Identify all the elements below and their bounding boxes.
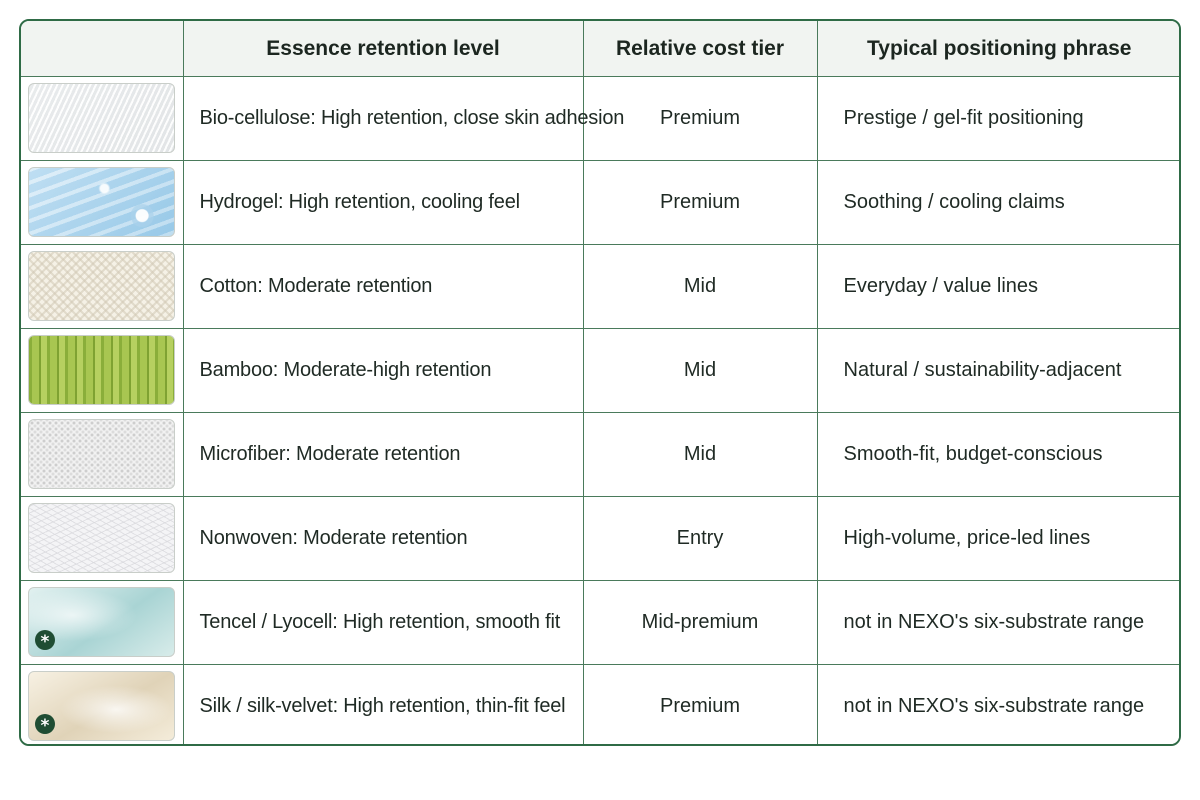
- phrase-cell: Natural / sustainability-adjacent: [816, 328, 1179, 413]
- cost-cell: Premium: [582, 160, 818, 245]
- table-row: Hydrogel: High retention, cooling feel P…: [21, 160, 1179, 245]
- microfiber-swatch: [28, 419, 175, 489]
- retention-cell: Tencel / Lyocell: High retention, smooth…: [182, 580, 584, 665]
- cost-cell: Mid-premium: [582, 580, 818, 665]
- asterisk-badge-icon: *: [35, 630, 55, 652]
- table-row: * Tencel / Lyocell: High retention, smoo…: [21, 580, 1179, 665]
- cost-cell: Mid: [582, 328, 818, 413]
- header-retention-column: Essence retention level: [182, 21, 584, 77]
- swatch-cell: [21, 496, 184, 581]
- retention-cell: Nonwoven: Moderate retention: [182, 496, 584, 581]
- swatch-cell: *: [21, 580, 184, 665]
- silk-swatch: *: [28, 671, 175, 741]
- retention-cell: Cotton: Moderate retention: [182, 244, 584, 329]
- hydrogel-swatch: [28, 167, 175, 237]
- retention-cell: Bio-cellulose: High retention, close ski…: [182, 76, 624, 161]
- phrase-cell: Prestige / gel-fit positioning: [816, 76, 1179, 161]
- cost-cell: Premium: [582, 664, 818, 744]
- table-row: Bio-cellulose: High retention, close ski…: [21, 76, 1179, 161]
- header-phrase-column: Typical positioning phrase: [816, 21, 1179, 77]
- cost-cell: Entry: [582, 496, 818, 581]
- table-row: Nonwoven: Moderate retention Entry High-…: [21, 496, 1179, 581]
- retention-cell: Hydrogel: High retention, cooling feel: [182, 160, 584, 245]
- swatch-cell: *: [21, 664, 184, 744]
- phrase-cell: Soothing / cooling claims: [816, 160, 1179, 245]
- table-row: * Silk / silk-velvet: High retention, th…: [21, 664, 1179, 744]
- retention-cell: Bamboo: Moderate-high retention: [182, 328, 584, 413]
- phrase-cell: High-volume, price-led lines: [816, 496, 1179, 581]
- header-row: Essence retention level Relative cost ti…: [21, 21, 1179, 77]
- cost-cell: Mid: [582, 412, 818, 497]
- table-row: Microfiber: Moderate retention Mid Smoot…: [21, 412, 1179, 497]
- swatch-cell: [21, 412, 184, 497]
- swatch-cell: [21, 244, 184, 329]
- asterisk-badge-icon: *: [35, 714, 55, 736]
- swatch-cell: [21, 328, 184, 413]
- cost-cell: Premium: [582, 76, 818, 161]
- nonwoven-swatch: [28, 503, 175, 573]
- phrase-cell: not in NEXO's six-substrate range: [816, 580, 1179, 665]
- table-row: Bamboo: Moderate-high retention Mid Natu…: [21, 328, 1179, 413]
- phrase-cell: Everyday / value lines: [816, 244, 1179, 329]
- phrase-cell: Smooth-fit, budget-conscious: [816, 412, 1179, 497]
- phrase-cell: not in NEXO's six-substrate range: [816, 664, 1179, 744]
- bio-cellulose-swatch: [28, 83, 175, 153]
- table-row: Cotton: Moderate retention Mid Everyday …: [21, 244, 1179, 329]
- cost-cell: Mid: [582, 244, 818, 329]
- header-image-column: [21, 21, 184, 77]
- header-cost-column: Relative cost tier: [582, 21, 818, 77]
- retention-cell: Microfiber: Moderate retention: [182, 412, 584, 497]
- swatch-cell: [21, 76, 184, 161]
- retention-cell: Silk / silk-velvet: High retention, thin…: [182, 664, 584, 744]
- bamboo-swatch: [28, 335, 175, 405]
- cotton-swatch: [28, 251, 175, 321]
- swatch-cell: [21, 160, 184, 245]
- tencel-swatch: *: [28, 587, 175, 657]
- substrate-comparison-table: Essence retention level Relative cost ti…: [19, 19, 1181, 746]
- comparison-table: Essence retention level Relative cost ti…: [21, 21, 1179, 744]
